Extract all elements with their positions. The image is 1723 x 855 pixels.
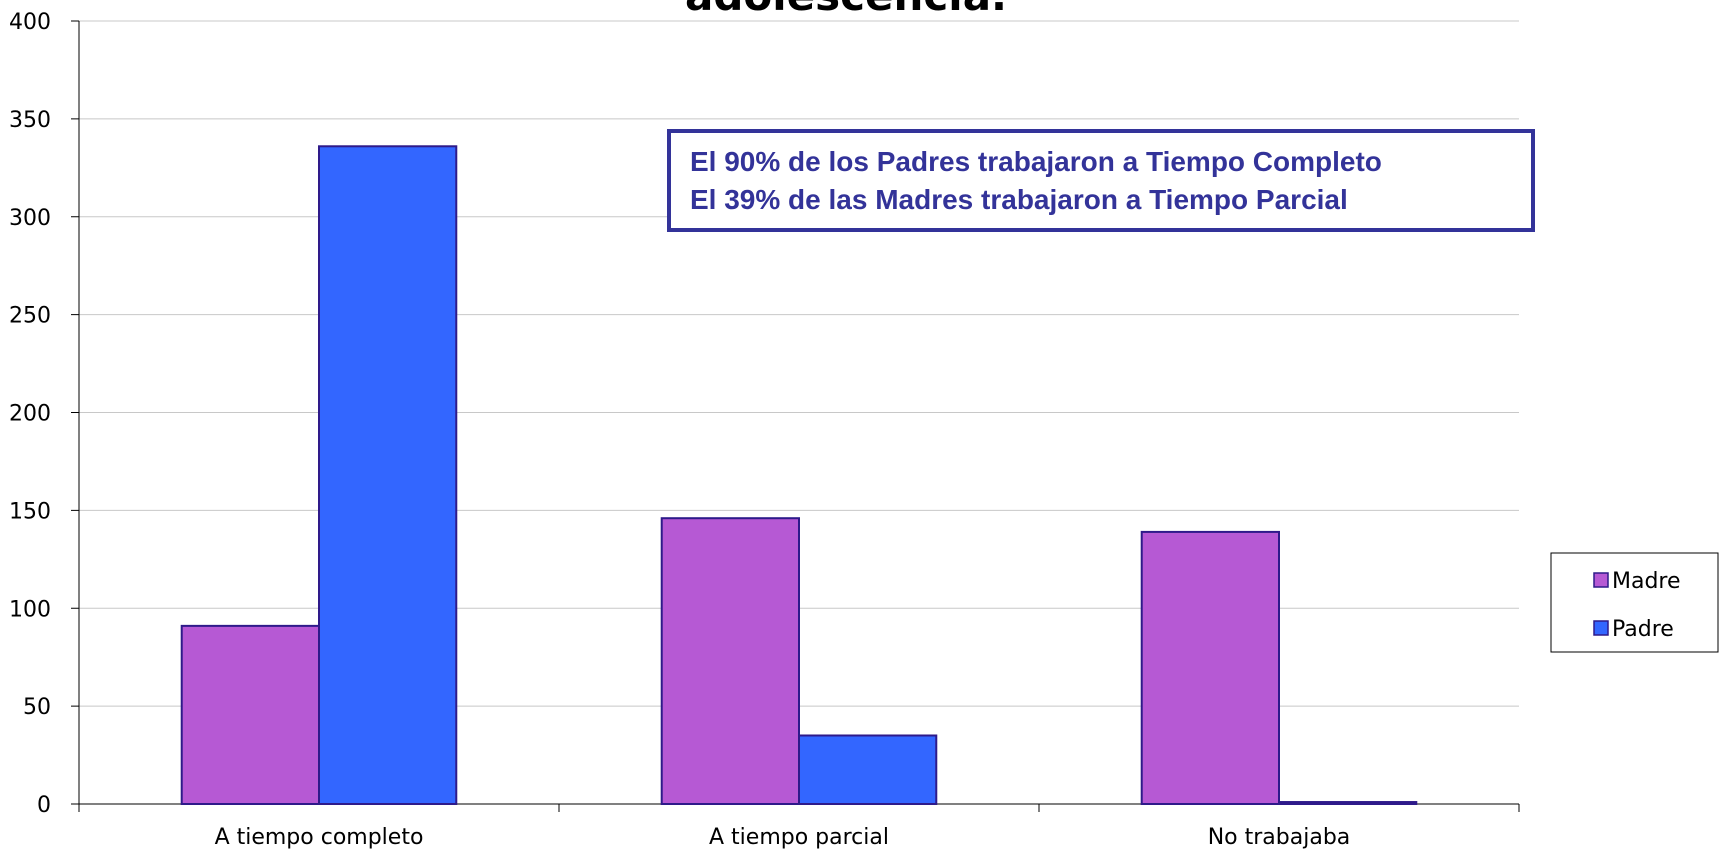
legend-box: [1550, 552, 1719, 653]
bar: [1140, 530, 1280, 805]
annotation: El 39% de las Madres trabajaron a Tiempo…: [690, 184, 1348, 215]
legend-label: Padre: [1612, 617, 1674, 642]
y-tick-label: 150: [9, 499, 51, 524]
annotation-box: [667, 129, 1535, 232]
x-tick-label: A tiempo completo: [215, 825, 424, 850]
x-tick-label: No trabajaba: [1208, 825, 1351, 850]
y-tick-label: 400: [9, 10, 51, 35]
y-tick-label: 200: [9, 402, 51, 427]
y-tick-label: 0: [37, 793, 51, 818]
annotation: El 90% de los Padres trabajaron a Tiempo…: [690, 146, 1382, 177]
bar: [660, 517, 800, 806]
y-tick-label: 350: [9, 108, 51, 133]
bar: [1278, 801, 1418, 805]
y-tick-label: 50: [23, 695, 51, 720]
bar: [798, 734, 938, 805]
bar: [180, 624, 320, 805]
legend-swatch: [1593, 620, 1609, 636]
legend-swatch: [1593, 572, 1609, 588]
y-tick-label: 300: [9, 206, 51, 231]
y-tick-label: 250: [9, 304, 51, 329]
x-tick-label: A tiempo parcial: [709, 825, 889, 850]
chart-title: adolescencia.: [685, 0, 1007, 20]
bar: [318, 145, 458, 805]
y-tick-label: 100: [9, 597, 51, 622]
legend-label: Madre: [1612, 569, 1681, 594]
